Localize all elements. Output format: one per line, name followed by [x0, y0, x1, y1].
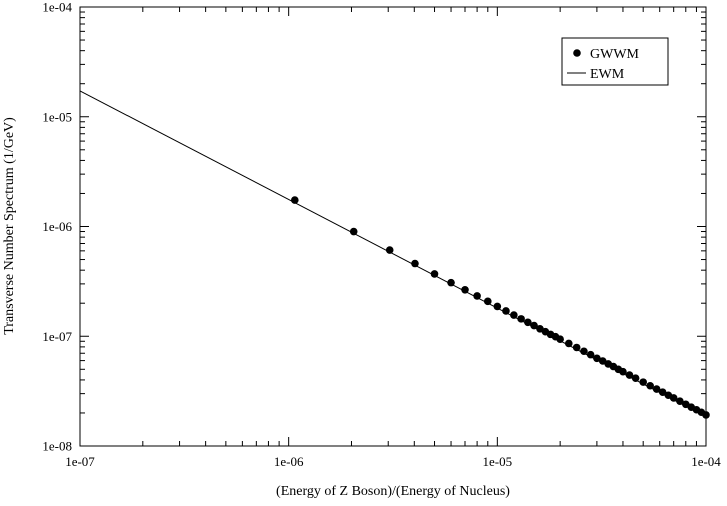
y-tick-label: 1e-04	[42, 0, 72, 15]
data-point-gwwm	[510, 311, 518, 319]
y-tick-labels: 1e-08 1e-07 1e-06 1e-05 1e-04	[42, 0, 72, 454]
data-point-gwwm	[572, 343, 581, 352]
data-point-gwwm	[524, 318, 532, 327]
x-axis-label: (Energy of Z Boson)/(Energy of Nucleus)	[276, 484, 510, 499]
data-point-gwwm	[619, 367, 627, 376]
data-point-gwwm	[411, 259, 419, 268]
data-point-gwwm	[483, 297, 492, 306]
data-point-gwwm	[586, 350, 595, 359]
data-point-gwwm	[473, 292, 481, 300]
data-point-gwwm	[676, 397, 684, 406]
legend-box	[561, 37, 669, 86]
series-line-ewm	[79, 90, 707, 418]
legend-gwwm-marker	[573, 49, 581, 57]
data-point-gwwm	[669, 394, 678, 402]
x-tick-label: 1e-07	[65, 454, 95, 469]
data-point-gwwm	[646, 381, 654, 390]
y-tick-label: 1e-05	[42, 109, 72, 124]
x-tick-labels: 1e-07 1e-06 1e-05 1e-04	[65, 454, 721, 469]
data-point-gwwm	[658, 388, 667, 397]
data-point-gwwm	[530, 321, 538, 330]
data-point-gwwm	[652, 385, 661, 393]
data-point-gwwm	[639, 378, 647, 386]
legend-gwwm-label: GWWM	[590, 47, 640, 62]
data-point-gwwm	[385, 246, 394, 254]
data-point-gwwm	[593, 354, 601, 363]
data-point-gwwm	[430, 270, 439, 278]
y-axis-label: Transverse Number Spectrum (1/GeV)	[2, 117, 17, 335]
data-point-gwwm	[625, 371, 634, 379]
y-tick-label: 1e-07	[42, 329, 72, 344]
y-tick-label: 1e-08	[42, 439, 72, 454]
plot-frame	[79, 6, 707, 447]
data-series	[79, 90, 710, 419]
legend-ewm-label: EWM	[590, 67, 625, 82]
x-tick-label: 1e-04	[691, 454, 721, 469]
data-point-gwwm	[517, 315, 525, 323]
data-point-gwwm	[349, 227, 358, 236]
data-point-gwwm	[556, 335, 564, 344]
data-point-gwwm	[564, 339, 573, 348]
x-tick-label: 1e-06	[274, 454, 304, 469]
x-tick-label: 1e-05	[483, 454, 513, 469]
y-tick-label: 1e-06	[42, 219, 72, 234]
data-point-gwwm	[493, 302, 502, 311]
legend: GWWM EWM	[561, 37, 669, 86]
data-point-gwwm	[502, 307, 510, 315]
data-point-gwwm	[631, 374, 640, 382]
data-point-gwwm	[580, 347, 588, 356]
